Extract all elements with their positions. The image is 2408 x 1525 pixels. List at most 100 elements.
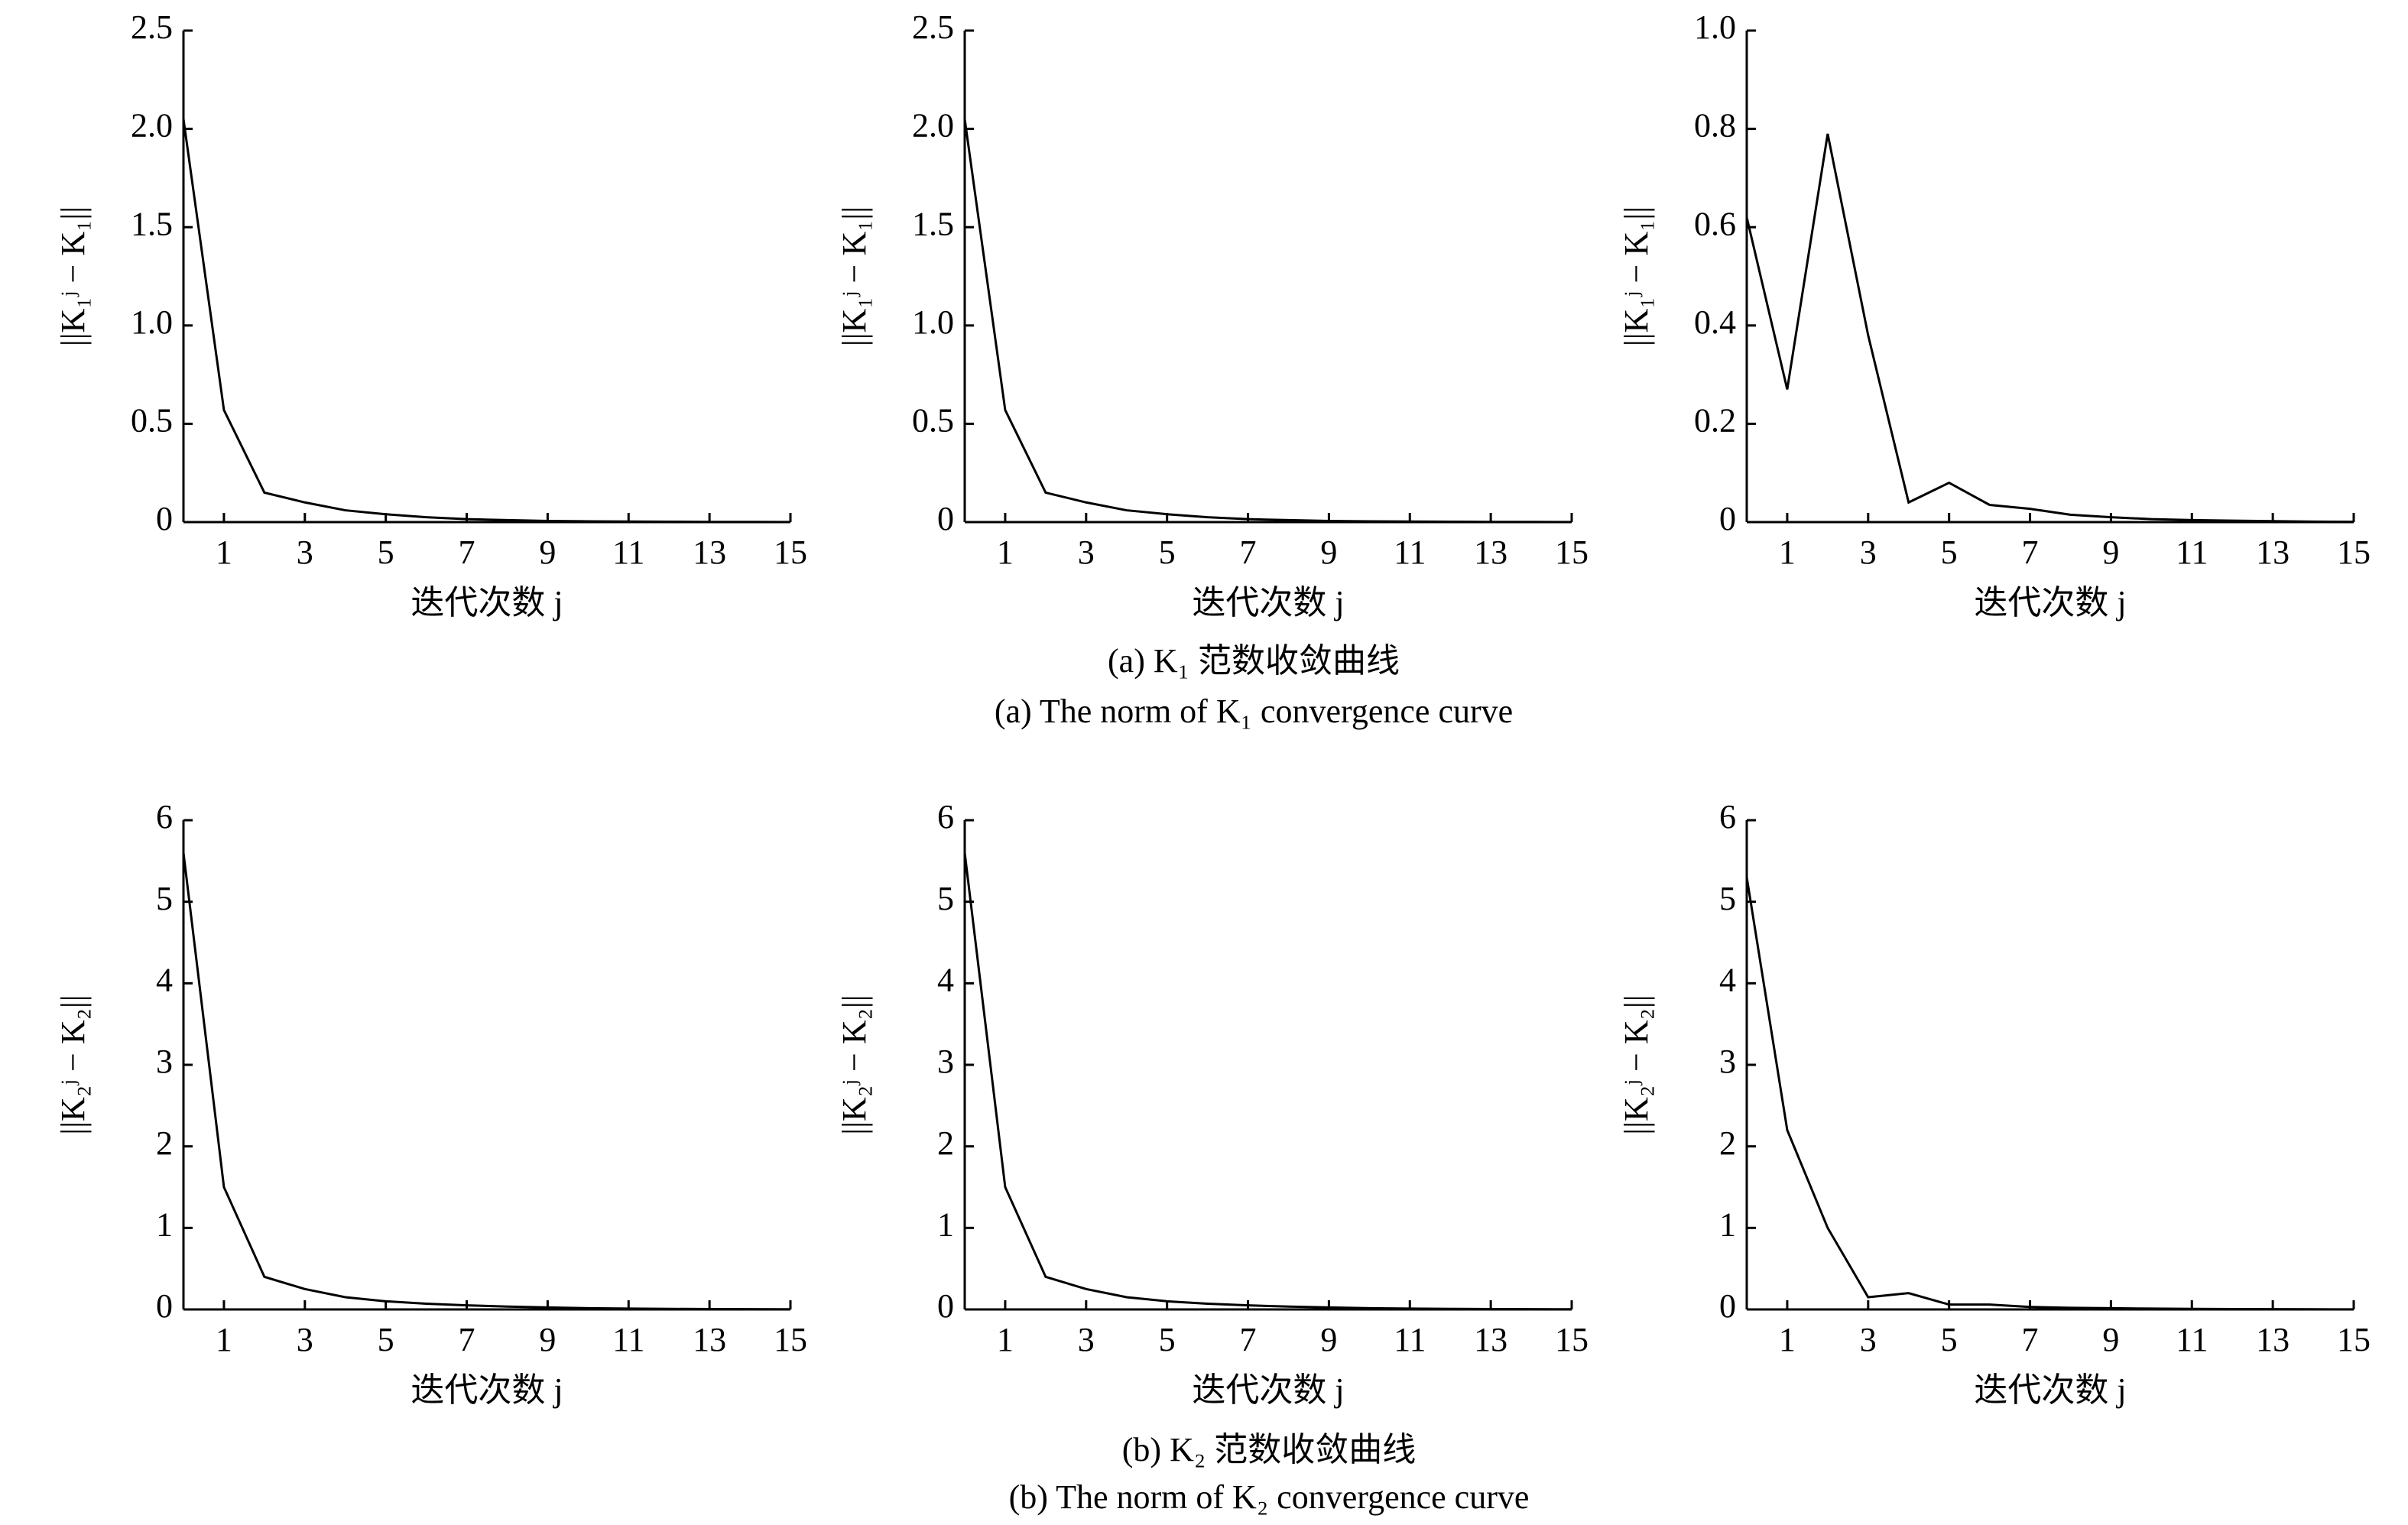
x-tick-label: 3 (297, 1321, 313, 1358)
x-tick-label: 13 (693, 1321, 726, 1358)
x-tick-label: 5 (1941, 534, 1958, 571)
y-tick-label: 1 (937, 1205, 954, 1243)
y-tick-label: 0.4 (1694, 303, 1736, 341)
y-tick-label: 6 (156, 798, 173, 836)
caption-en: (a) The norm of K₁ convergence curve (995, 693, 1513, 730)
x-axis-label: 迭代次数 j (1974, 584, 2126, 621)
caption-zh: (a) K₁ 范数收敛曲线 (1108, 642, 1400, 680)
x-tick-label: 1 (1779, 534, 1796, 571)
x-tick-label: 9 (539, 1321, 556, 1358)
y-tick-label: 0.2 (1694, 401, 1736, 439)
x-tick-label: 5 (1159, 534, 1176, 571)
y-axis-label: ||K₂ʲ − K₂|| (1618, 994, 1655, 1134)
x-tick-label: 11 (1394, 534, 1426, 571)
x-axis-label: 迭代次数 j (1192, 1371, 1344, 1409)
y-tick-label: 0 (156, 500, 173, 537)
y-tick-label: 1.5 (912, 205, 954, 242)
x-tick-label: 1 (216, 534, 232, 571)
y-tick-label: 5 (937, 880, 954, 917)
y-tick-label: 4 (1719, 961, 1736, 998)
x-tick-label: 15 (1555, 534, 1589, 571)
y-tick-label: 3 (937, 1043, 954, 1080)
caption-zh: (b) K₂ 范数收敛曲线 (1122, 1431, 1416, 1468)
x-tick-label: 1 (997, 1321, 1014, 1358)
line-series (1745, 877, 2354, 1311)
x-tick-label: 7 (2022, 534, 2039, 571)
y-tick-label: 3 (1719, 1043, 1736, 1080)
y-tick-label: 1.0 (912, 303, 954, 341)
x-tick-label: 15 (1555, 1321, 1589, 1358)
x-tick-label: 7 (1240, 534, 1257, 571)
y-tick-label: 0.5 (912, 401, 954, 439)
x-tick-label: 11 (2176, 1321, 2208, 1358)
x-tick-label: 5 (378, 534, 394, 571)
y-tick-label: 2.5 (131, 8, 173, 46)
x-tick-label: 13 (2256, 534, 2290, 571)
y-tick-label: 0 (156, 1287, 173, 1325)
line-series (182, 852, 791, 1311)
x-tick-label: 9 (539, 534, 556, 571)
x-tick-label: 11 (2176, 534, 2208, 571)
x-tick-label: 9 (1320, 1321, 1337, 1358)
y-axis-label: ||K₁ʲ − K₁|| (54, 206, 92, 346)
y-tick-label: 4 (937, 961, 954, 998)
y-tick-label: 0.5 (131, 401, 173, 439)
y-axis-label: ||K₂ʲ − K₂|| (54, 994, 92, 1134)
line-series (182, 118, 791, 524)
x-tick-label: 9 (2102, 534, 2119, 571)
x-axis-label: 迭代次数 j (1192, 584, 1344, 621)
x-tick-label: 11 (612, 534, 644, 571)
y-tick-label: 2.0 (131, 107, 173, 144)
y-tick-label: 0.8 (1694, 107, 1736, 144)
x-tick-label: 13 (693, 534, 726, 571)
x-tick-label: 3 (1860, 1321, 1877, 1358)
y-tick-label: 5 (156, 880, 173, 917)
y-tick-label: 3 (156, 1043, 173, 1080)
y-tick-label: 6 (1719, 798, 1736, 836)
y-tick-label: 5 (1719, 880, 1736, 917)
y-tick-label: 1.0 (1694, 8, 1736, 46)
x-tick-label: 7 (459, 1321, 475, 1358)
x-tick-label: 13 (1474, 1321, 1507, 1358)
x-axis-label: 迭代次数 j (1974, 1371, 2126, 1409)
x-tick-label: 13 (1474, 534, 1507, 571)
x-tick-label: 11 (612, 1321, 644, 1358)
x-tick-label: 1 (1779, 1321, 1796, 1358)
x-axis-label: 迭代次数 j (411, 584, 563, 621)
y-tick-label: 4 (156, 961, 173, 998)
y-tick-label: 0 (937, 500, 954, 537)
y-tick-label: 1 (156, 1205, 173, 1243)
x-tick-label: 7 (2022, 1321, 2039, 1358)
y-tick-label: 2 (1719, 1124, 1736, 1162)
x-tick-label: 15 (2337, 534, 2371, 571)
x-tick-label: 3 (1860, 534, 1877, 571)
x-tick-label: 9 (1320, 534, 1337, 571)
x-tick-label: 3 (1078, 1321, 1095, 1358)
y-tick-label: 1 (1719, 1205, 1736, 1243)
x-tick-label: 3 (297, 534, 313, 571)
x-tick-label: 7 (459, 534, 475, 571)
line-series (1745, 133, 2354, 524)
y-axis-label: ||K₁ʲ − K₁|| (836, 206, 873, 346)
y-tick-label: 0.6 (1694, 205, 1736, 242)
line-series (963, 852, 1572, 1311)
x-tick-label: 11 (1394, 1321, 1426, 1358)
y-tick-label: 2 (937, 1124, 954, 1162)
x-tick-label: 5 (378, 1321, 394, 1358)
x-tick-label: 3 (1078, 534, 1095, 571)
y-tick-label: 6 (937, 798, 954, 836)
x-tick-label: 15 (774, 1321, 807, 1358)
y-tick-label: 2.0 (912, 107, 954, 144)
y-tick-label: 0 (1719, 500, 1736, 537)
x-tick-label: 7 (1240, 1321, 1257, 1358)
x-tick-label: 1 (997, 534, 1014, 571)
y-tick-label: 2.5 (912, 8, 954, 46)
x-tick-label: 13 (2256, 1321, 2290, 1358)
x-tick-label: 15 (2337, 1321, 2371, 1358)
y-axis-label: ||K₂ʲ − K₂|| (836, 994, 873, 1134)
x-tick-label: 9 (2102, 1321, 2119, 1358)
y-tick-label: 1.0 (131, 303, 173, 341)
y-tick-label: 0 (1719, 1287, 1736, 1325)
